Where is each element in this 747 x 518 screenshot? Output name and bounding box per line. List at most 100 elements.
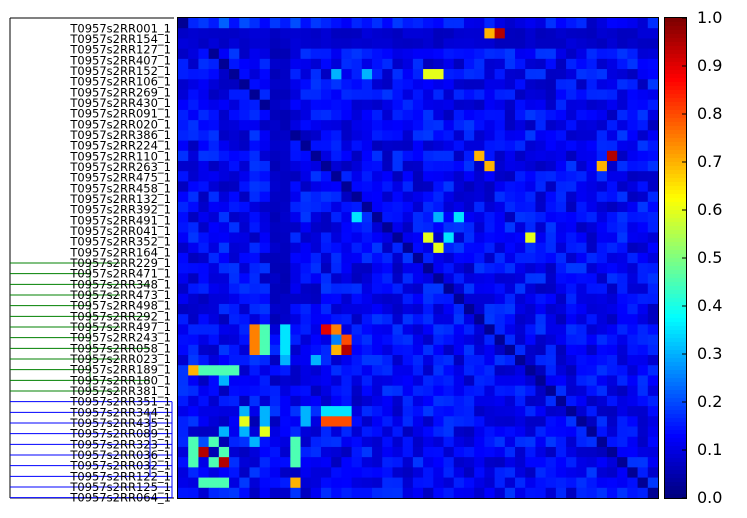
heatmap-cell: [515, 120, 526, 131]
heatmap-cell: [586, 395, 598, 407]
heatmap-cell: [535, 263, 547, 274]
heatmap-cell: [392, 222, 404, 233]
heatmap-cell: [229, 303, 240, 315]
heatmap-cell: [453, 212, 465, 223]
heatmap-cell: [433, 242, 444, 254]
heatmap-cell: [443, 406, 455, 417]
heatmap-cell: [596, 38, 608, 50]
heatmap-cell: [433, 334, 444, 346]
heatmap-cell: [208, 69, 220, 80]
heatmap-cell: [484, 28, 495, 39]
heatmap-cell: [545, 375, 557, 387]
heatmap-cell: [515, 79, 526, 90]
heatmap-cell: [361, 467, 373, 478]
heatmap-cell: [412, 79, 424, 90]
heatmap-cell: [392, 283, 404, 295]
heatmap-cell: [290, 487, 301, 499]
colorbar-segment: [665, 114, 686, 119]
heatmap-cell: [647, 58, 659, 70]
heatmap-cell: [229, 344, 240, 356]
heatmap-cell: [392, 181, 404, 193]
heatmap-cell: [320, 395, 332, 407]
heatmap-cell: [351, 242, 363, 254]
heatmap-cell: [280, 120, 291, 131]
heatmap-cell: [555, 426, 567, 438]
colorbar-segment: [665, 50, 686, 55]
heatmap-cell: [290, 334, 301, 346]
heatmap-cell: [341, 395, 353, 407]
heatmap-cell: [300, 171, 312, 182]
heatmap-cell: [382, 334, 393, 346]
heatmap-cell: [453, 99, 465, 111]
heatmap-cell: [494, 436, 506, 448]
heatmap-cell: [545, 38, 557, 50]
heatmap-cell: [515, 48, 526, 60]
heatmap-cell: [382, 395, 393, 407]
heatmap-cell: [188, 79, 199, 90]
heatmap-cell: [545, 140, 557, 152]
heatmap-cell: [208, 375, 220, 387]
heatmap-cell: [617, 212, 628, 223]
heatmap-cell: [402, 477, 414, 489]
colorbar-segment: [665, 150, 686, 155]
heatmap-cell: [351, 201, 363, 213]
heatmap-cell: [300, 89, 312, 101]
heatmap-cell: [443, 283, 455, 295]
heatmap-cell: [637, 181, 649, 193]
heatmap-cell: [249, 467, 261, 478]
heatmap-cell: [586, 467, 598, 478]
heatmap-cell: [566, 242, 577, 254]
heatmap-cell: [331, 416, 342, 427]
heatmap-cell: [576, 334, 587, 346]
heatmap-cell: [647, 120, 659, 131]
row-label: T0957s2RR001_1: [69, 21, 171, 35]
heatmap-cell: [300, 160, 312, 172]
heatmap-cell: [515, 212, 526, 223]
heatmap-cell: [525, 283, 536, 295]
heatmap-cell: [392, 79, 404, 90]
heatmap-cell: [474, 191, 485, 203]
heatmap-cell: [331, 365, 342, 376]
heatmap-cell: [300, 242, 312, 254]
heatmap-cell: [341, 426, 353, 438]
heatmap-cell: [412, 69, 424, 80]
row-label: T0957s2RR110_1: [69, 149, 171, 163]
colorbar-segment: [665, 298, 686, 303]
heatmap-cell: [433, 191, 444, 203]
heatmap-cell: [596, 212, 608, 223]
heatmap-cell: [280, 191, 291, 203]
row-label: T0957s2RR089_1: [69, 427, 171, 441]
heatmap-cell: [443, 79, 455, 90]
heatmap-cell: [515, 344, 526, 356]
heatmap-cell: [392, 38, 404, 50]
colorbar-tick-label: 1.0: [697, 8, 722, 27]
heatmap-cell: [259, 38, 271, 50]
heatmap-cell: [249, 303, 261, 315]
heatmap-cell: [372, 293, 383, 305]
heatmap-cell: [433, 99, 444, 111]
heatmap-cell: [617, 252, 628, 264]
heatmap-cell: [474, 99, 485, 111]
heatmap-cell: [310, 130, 322, 141]
heatmap-cell: [178, 130, 189, 141]
heatmap-cell: [310, 79, 322, 90]
heatmap-cell: [576, 467, 587, 478]
heatmap-cell: [198, 232, 210, 244]
heatmap-cell: [259, 201, 271, 213]
heatmap-cell: [249, 171, 261, 182]
heatmap-cell: [535, 222, 547, 233]
heatmap-cell: [463, 467, 475, 478]
heatmap-cell: [351, 293, 363, 305]
heatmap-cell: [361, 334, 373, 346]
heatmap-cell: [474, 334, 485, 346]
heatmap-cell: [617, 344, 628, 356]
heatmap-cell: [463, 375, 475, 387]
heatmap-cell: [341, 314, 353, 325]
heatmap-cell: [423, 375, 434, 387]
heatmap-cell: [351, 324, 363, 335]
colorbar-segment: [665, 314, 686, 319]
heatmap-cell: [280, 28, 291, 39]
heatmap-cell: [218, 344, 230, 356]
heatmap-cell: [412, 232, 424, 244]
heatmap-cell: [484, 263, 495, 274]
